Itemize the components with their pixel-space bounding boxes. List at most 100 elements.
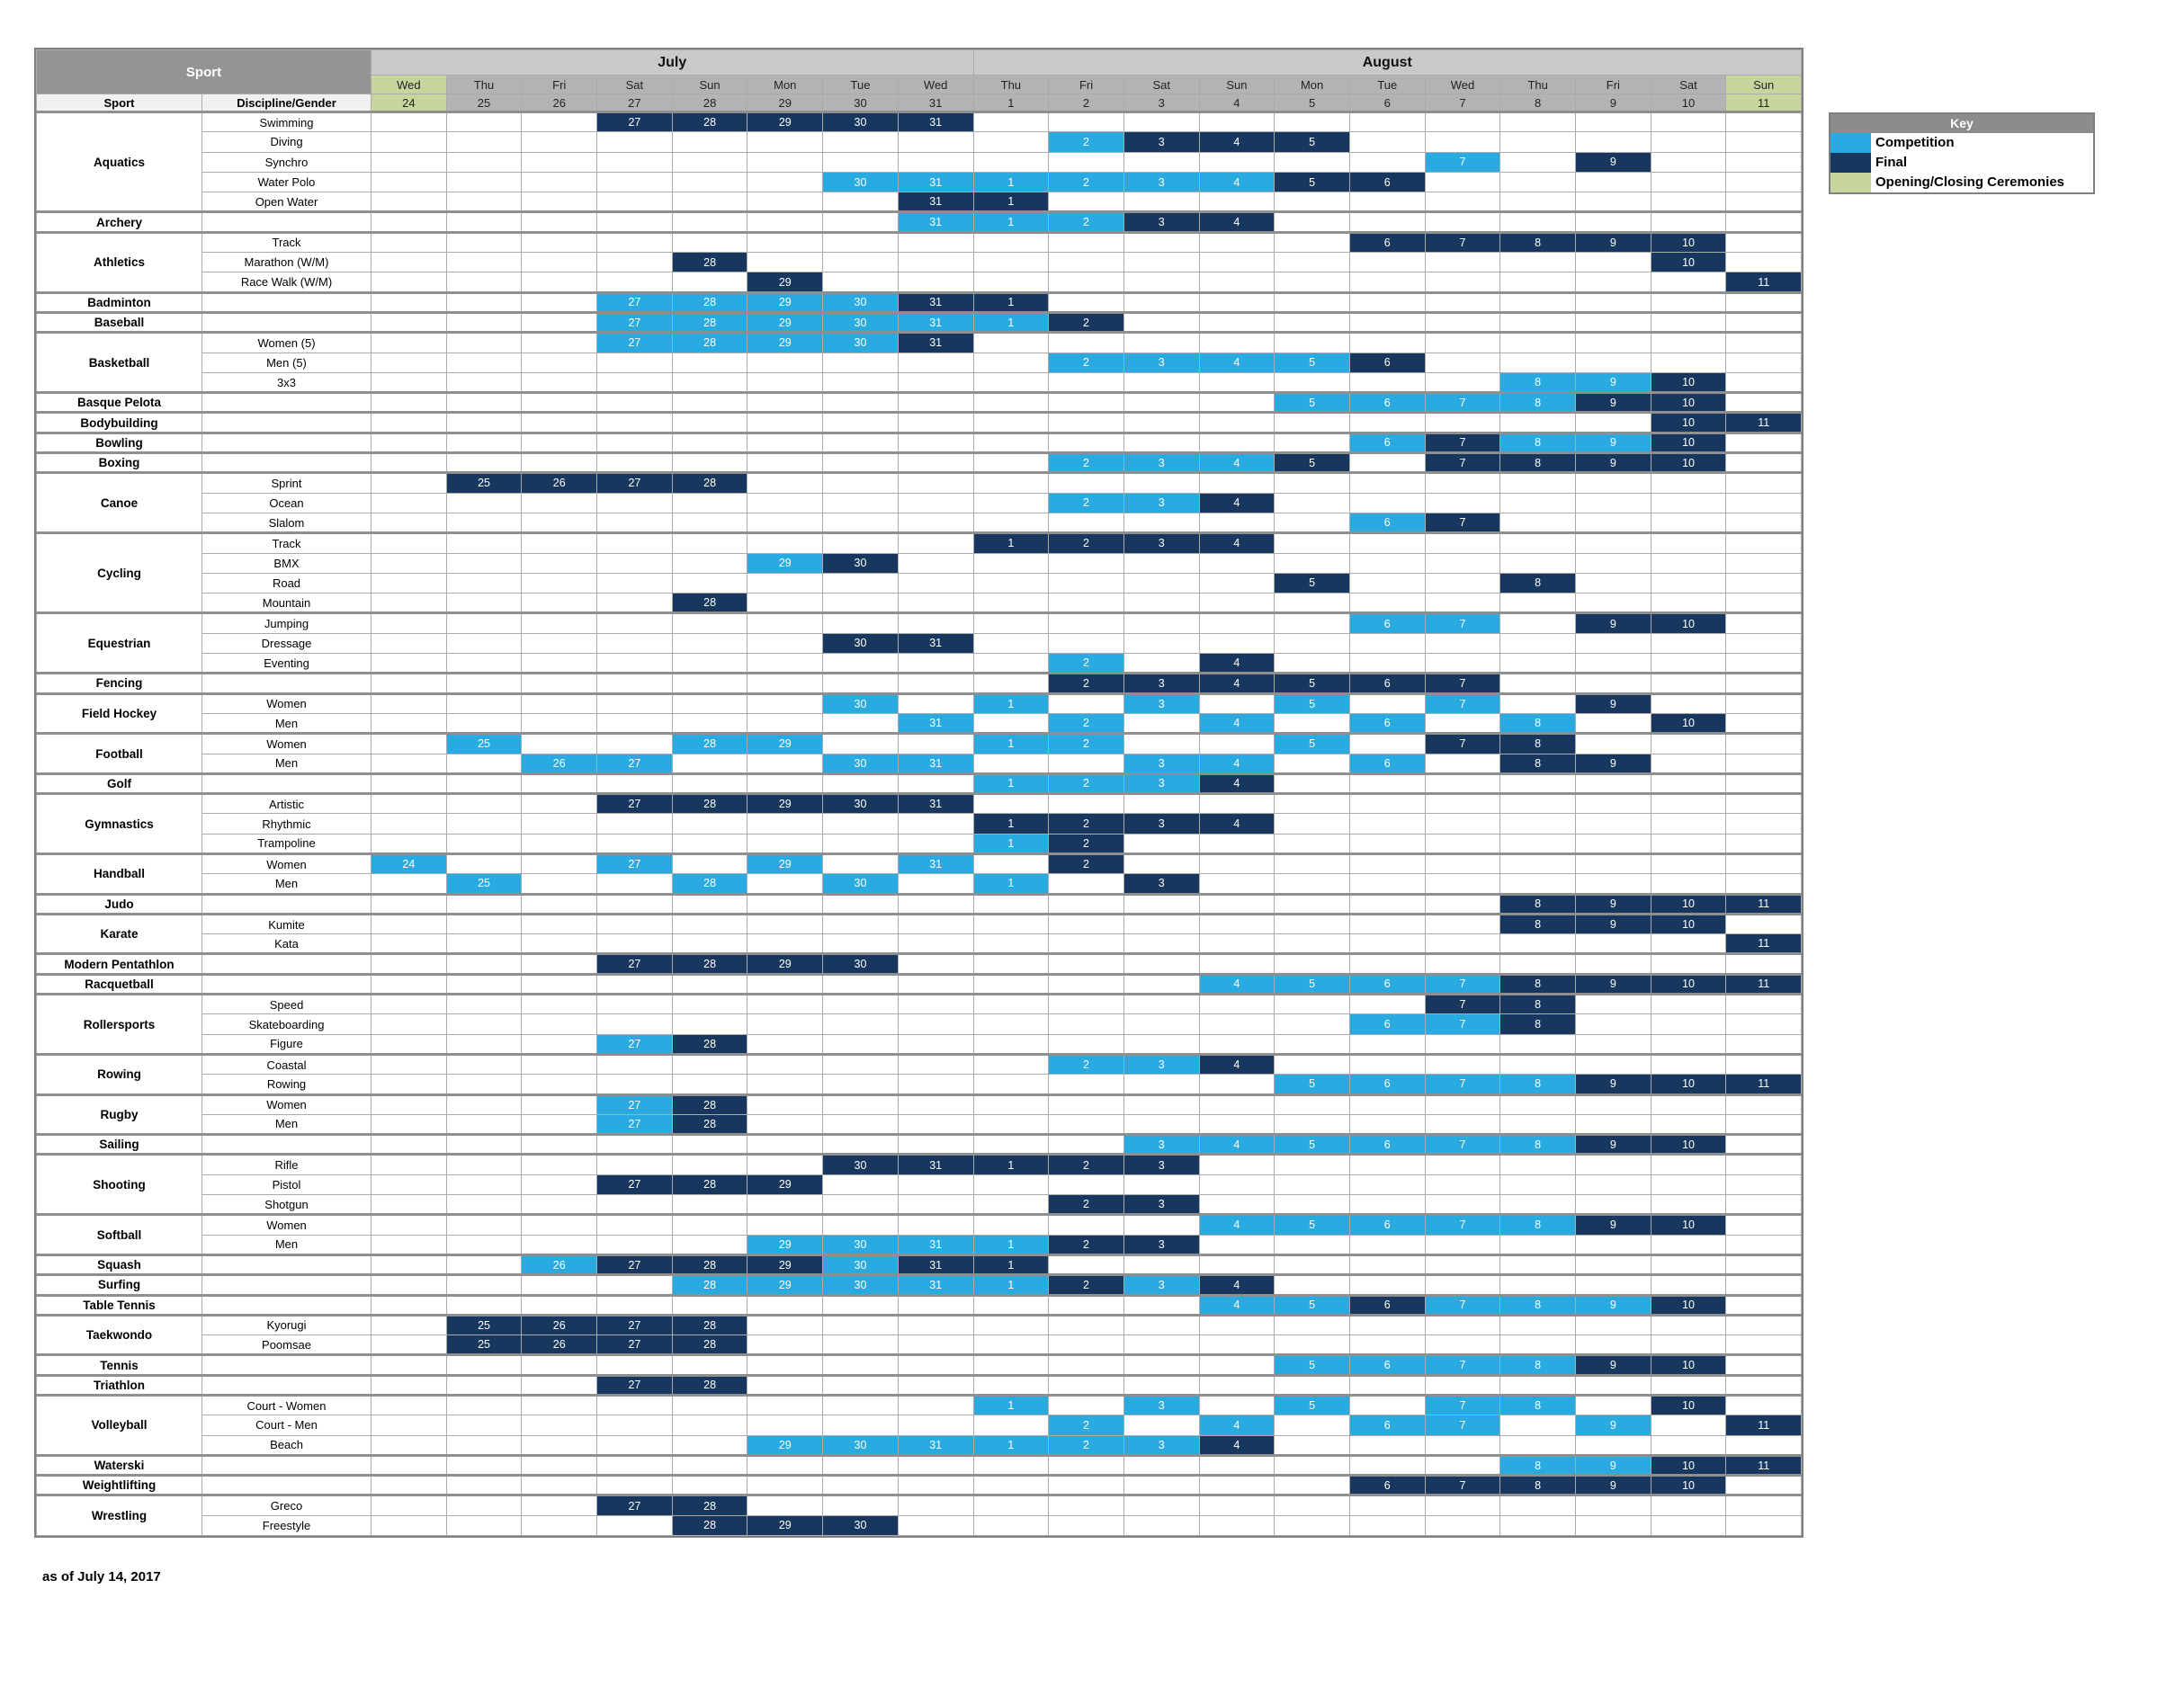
empty-cell	[371, 653, 447, 674]
empty-cell	[521, 331, 598, 353]
empty-cell	[596, 912, 673, 935]
event-cell: 31	[897, 331, 974, 353]
empty-cell	[822, 813, 899, 835]
empty-cell	[972, 431, 1050, 454]
empty-cell	[1123, 952, 1200, 975]
discipline-label: Women	[201, 1093, 371, 1115]
empty-cell	[1424, 873, 1501, 895]
empty-cell	[445, 1113, 523, 1136]
empty-cell	[1499, 171, 1576, 193]
key-label-competition: Competition	[1875, 135, 1955, 150]
event-cell: 2	[1048, 1234, 1124, 1255]
discipline-label: Court - Men	[201, 1415, 371, 1436]
empty-cell	[1725, 993, 1803, 1015]
discipline-label	[201, 1293, 371, 1316]
empty-cell	[822, 1074, 899, 1095]
discipline-label: Pistol	[201, 1174, 371, 1196]
empty-cell	[371, 1033, 447, 1055]
empty-cell	[1650, 1052, 1727, 1076]
event-cell: 29	[747, 1273, 824, 1296]
empty-cell	[972, 912, 1050, 935]
event-cell: 8	[1499, 993, 1576, 1015]
empty-cell	[445, 1393, 523, 1416]
empty-cell	[1575, 1194, 1651, 1216]
discipline-label	[201, 1133, 371, 1156]
empty-cell	[1575, 290, 1651, 313]
empty-cell	[371, 672, 447, 694]
empty-cell	[1424, 252, 1501, 273]
sport-name: Wrestling	[36, 1494, 202, 1537]
empty-cell	[747, 391, 824, 414]
empty-cell	[897, 772, 974, 795]
empty-cell	[1348, 653, 1426, 674]
event-cell: 4	[1198, 1415, 1275, 1436]
empty-cell	[822, 1133, 899, 1156]
event-cell: 1	[972, 1253, 1050, 1276]
empty-cell	[671, 852, 748, 875]
empty-cell	[371, 1194, 447, 1216]
empty-cell	[371, 732, 447, 754]
empty-cell	[1198, 1113, 1275, 1136]
empty-cell	[521, 1033, 598, 1055]
empty-cell	[371, 272, 447, 293]
event-cell: 31	[897, 310, 974, 334]
empty-cell	[822, 1494, 899, 1516]
empty-cell	[596, 1514, 673, 1537]
empty-cell	[1348, 933, 1426, 955]
empty-cell	[521, 1373, 598, 1397]
discipline-label	[201, 1273, 371, 1296]
date-header: 27	[596, 94, 673, 112]
empty-cell	[521, 833, 598, 854]
empty-cell	[1725, 1313, 1803, 1336]
event-cell: 27	[596, 952, 673, 975]
event-cell: 28	[671, 1253, 748, 1276]
empty-cell	[1048, 272, 1124, 293]
event-cell: 4	[1198, 210, 1275, 233]
empty-cell	[1725, 492, 1803, 513]
event-cell: 8	[1499, 1213, 1576, 1236]
weekday-header: Wed	[371, 75, 447, 94]
empty-cell	[671, 431, 748, 454]
empty-cell	[1725, 712, 1803, 735]
event-cell: 31	[897, 1253, 974, 1276]
empty-cell	[671, 451, 748, 474]
empty-cell	[1198, 1313, 1275, 1336]
empty-cell	[1575, 531, 1651, 554]
event-cell: 1	[972, 290, 1050, 313]
empty-cell	[596, 1133, 673, 1156]
event-cell: 1	[972, 210, 1050, 233]
empty-cell	[1650, 471, 1727, 494]
ceremonies-color-swatch	[1830, 173, 1871, 192]
empty-cell	[1123, 1353, 1200, 1376]
empty-cell	[371, 512, 447, 534]
empty-cell	[1348, 310, 1426, 334]
empty-cell	[972, 471, 1050, 494]
empty-cell	[596, 1234, 673, 1255]
event-cell: 8	[1499, 753, 1576, 774]
empty-cell	[1424, 531, 1501, 554]
empty-cell	[1123, 1113, 1200, 1136]
event-cell: 4	[1198, 772, 1275, 795]
empty-cell	[1274, 310, 1350, 334]
empty-cell	[1499, 1153, 1576, 1175]
event-cell: 26	[521, 471, 598, 494]
empty-cell	[1348, 813, 1426, 835]
empty-cell	[1348, 1393, 1426, 1416]
empty-cell	[1424, 792, 1501, 815]
empty-cell	[1725, 1253, 1803, 1276]
empty-cell	[1123, 792, 1200, 815]
empty-cell	[897, 552, 974, 574]
empty-cell	[897, 391, 974, 414]
event-cell: 10	[1650, 1133, 1727, 1156]
event-cell: 28	[671, 290, 748, 313]
event-cell: 25	[445, 873, 523, 895]
empty-cell	[596, 1415, 673, 1436]
empty-cell	[1348, 210, 1426, 233]
empty-cell	[1650, 1174, 1727, 1196]
event-cell: 7	[1424, 1415, 1501, 1436]
event-cell: 4	[1198, 653, 1275, 674]
empty-cell	[1725, 912, 1803, 935]
empty-cell	[1499, 653, 1576, 674]
empty-cell	[897, 572, 974, 594]
empty-cell	[897, 1213, 974, 1236]
